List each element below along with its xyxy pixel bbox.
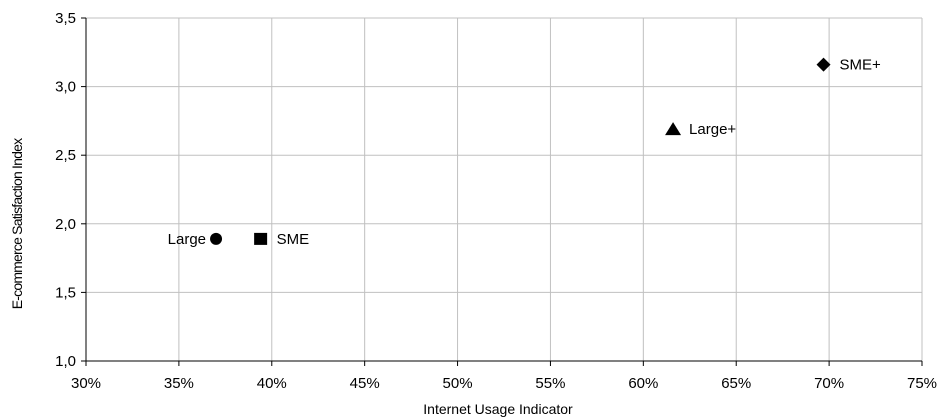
x-tick-label: 75%: [907, 375, 937, 392]
data-point-sme-plus-label: SME+: [840, 57, 882, 74]
y-tick-label: 2,5: [55, 147, 76, 164]
x-tick-label: 40%: [257, 375, 287, 392]
data-point-sme-marker: [254, 232, 268, 245]
y-tick-label: 2,0: [55, 216, 76, 233]
data-point-large-marker: [210, 232, 223, 245]
data-point-sme-label: SME: [277, 231, 310, 248]
x-tick-label: 60%: [628, 375, 658, 392]
y-axis-title: E-commerce Satisfaction Index: [9, 138, 25, 309]
y-tick-label: 1,0: [55, 353, 76, 370]
y-tick-label: 1,5: [55, 284, 76, 301]
x-tick-label: 55%: [535, 375, 565, 392]
axes: [81, 17, 923, 366]
data-point-large-plus-marker: [665, 122, 682, 136]
data-points: Large SME Large+ SME+: [168, 57, 881, 248]
data-point-large-label: Large: [168, 231, 206, 248]
x-tick-label: 30%: [71, 375, 101, 392]
grid-lines: [86, 17, 923, 361]
y-tick-label: 3,0: [55, 79, 76, 96]
data-point-sme-plus-marker: [816, 57, 831, 72]
x-axis-title: Internet Usage Indicator: [423, 401, 573, 417]
data-point-large-plus-label: Large+: [689, 121, 736, 138]
y-tick-label: 3,5: [55, 10, 76, 27]
tick-labels: 30% 35% 40% 45% 50% 55% 60% 65% 70% 75% 1,0 1,5 2,0 2…: [55, 10, 937, 392]
x-tick-label: 35%: [164, 375, 194, 392]
x-tick-label: 50%: [443, 375, 473, 392]
x-tick-label: 65%: [721, 375, 751, 392]
x-tick-label: 70%: [814, 375, 844, 392]
x-tick-label: 45%: [350, 375, 380, 392]
